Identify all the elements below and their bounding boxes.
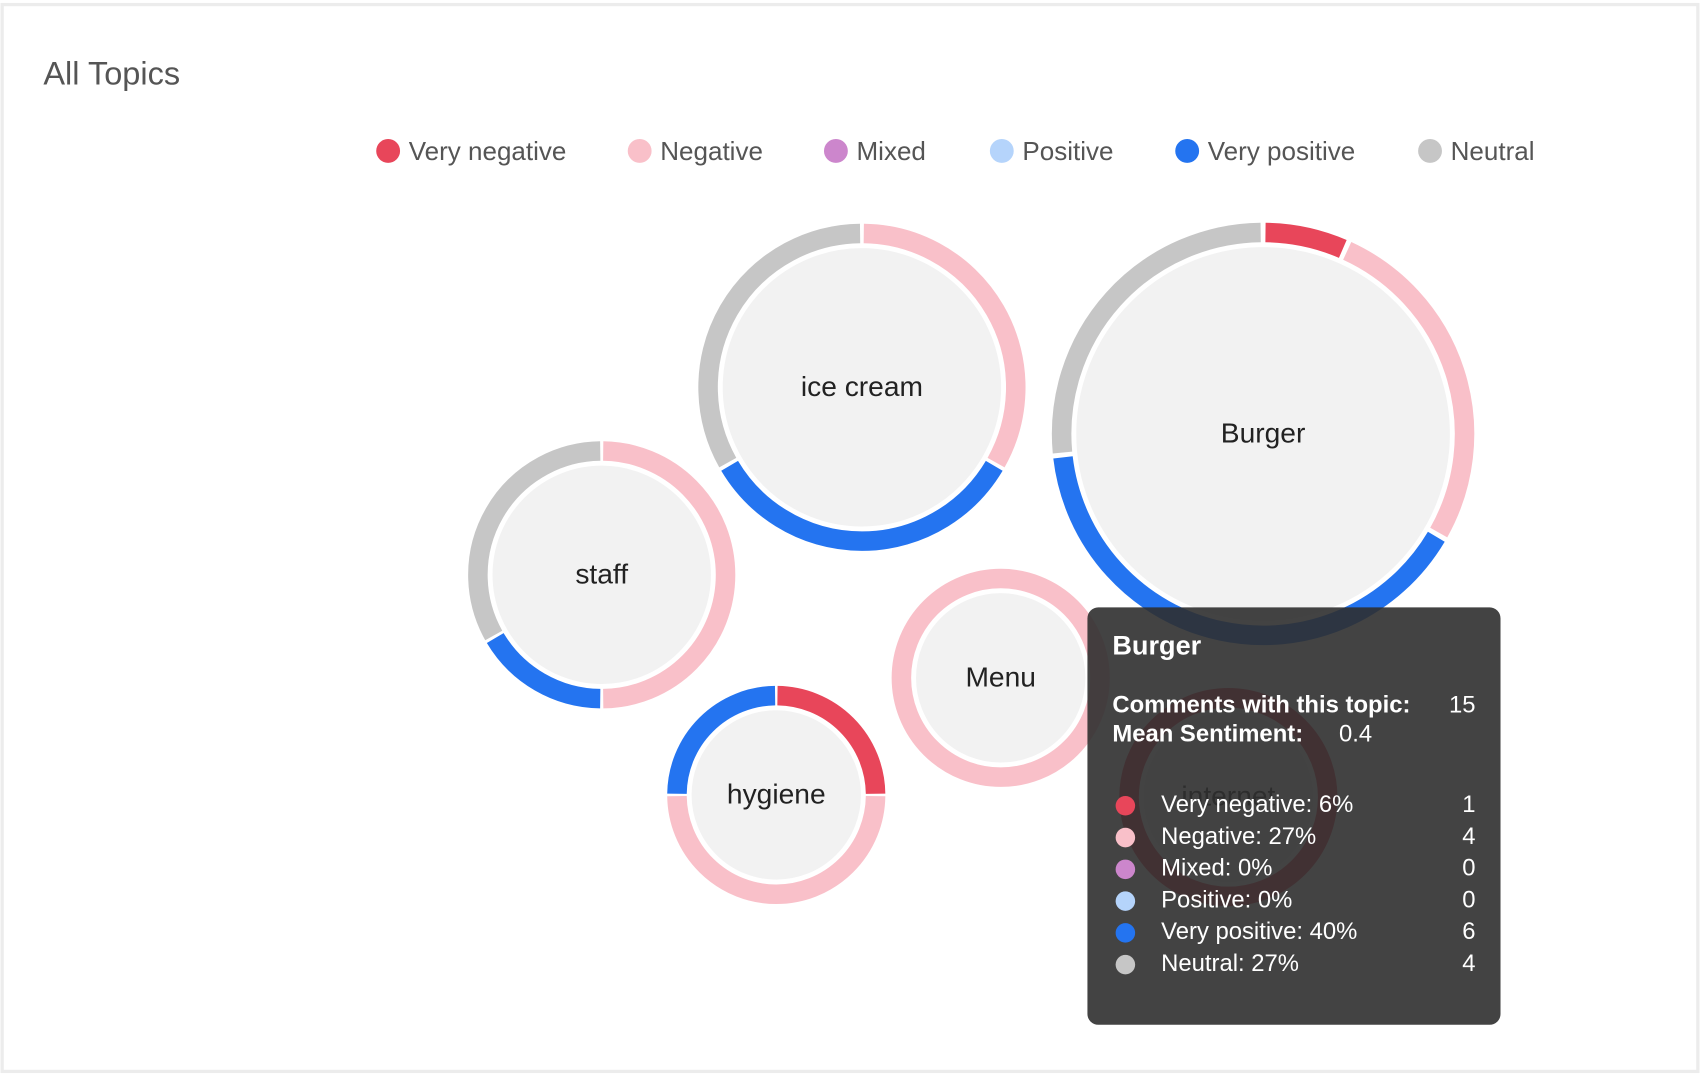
tooltip-row-count: 4 xyxy=(1462,823,1475,850)
sentiment-arc xyxy=(603,441,736,709)
sentiment-arc xyxy=(777,685,886,795)
sentiment-arc xyxy=(698,223,861,468)
sentiment-arc xyxy=(667,795,886,904)
legend-swatch xyxy=(1175,139,1200,163)
sentiment-arc xyxy=(721,460,1003,551)
tooltip-row-count: 0 xyxy=(1462,855,1475,882)
tooltip-swatch xyxy=(1115,923,1136,943)
sentiment-arc xyxy=(667,685,776,795)
tooltip-value: 0.4 xyxy=(1339,721,1372,748)
bubble xyxy=(489,462,715,688)
legend-label: Negative xyxy=(660,136,763,166)
tooltip-swatch xyxy=(1115,891,1136,911)
legend-label: Mixed xyxy=(857,136,926,166)
tooltip-row-count: 4 xyxy=(1462,950,1475,977)
tooltip-value: 15 xyxy=(1449,691,1476,718)
sentiment-arc xyxy=(468,441,601,641)
tooltip-row-label: Neutral: 27% xyxy=(1161,950,1299,977)
bubble xyxy=(719,244,1005,530)
legend-swatch xyxy=(989,139,1014,163)
tooltip-row-label: Very negative: 6% xyxy=(1161,791,1353,818)
tooltip-row-count: 6 xyxy=(1462,918,1475,945)
legend-label: Positive xyxy=(1022,136,1113,166)
tooltip-row-label: Negative: 27% xyxy=(1161,823,1316,850)
legend-swatch xyxy=(627,139,652,163)
legend-label: Very positive xyxy=(1208,136,1356,166)
tooltip-swatch xyxy=(1115,796,1136,816)
tooltip-swatch xyxy=(1115,954,1136,975)
bubble xyxy=(688,707,865,883)
legend-label: Neutral xyxy=(1451,136,1535,166)
tooltip-row-count: 1 xyxy=(1462,791,1475,818)
legend-swatch xyxy=(1418,139,1442,163)
bubble xyxy=(912,589,1089,766)
legend-swatch xyxy=(823,139,848,163)
tooltip-title: Burger xyxy=(1112,630,1201,661)
tooltip-box xyxy=(1087,607,1501,1025)
sentiment-arc xyxy=(1265,222,1347,258)
chart-title: All Topics xyxy=(43,56,180,92)
tooltip-row-label: Very positive: 40% xyxy=(1161,918,1357,945)
tooltip-label: Comments with this topic: xyxy=(1112,691,1410,718)
bubble-label: Burger xyxy=(1221,416,1306,448)
tooltip-row-label: Positive: 0% xyxy=(1161,886,1292,913)
sentiment-arc xyxy=(1343,242,1475,538)
tooltip-swatch xyxy=(1115,859,1136,880)
tooltip-row-count: 0 xyxy=(1462,886,1475,913)
tooltip-swatch xyxy=(1115,827,1136,848)
sentiment-arc xyxy=(863,223,1026,468)
sentiment-arc xyxy=(486,632,601,709)
bubble-label: staff xyxy=(575,557,628,589)
sentiment-arc xyxy=(1051,222,1261,454)
legend-swatch xyxy=(376,139,401,163)
tooltip-row-label: Mixed: 0% xyxy=(1161,855,1272,882)
tooltip: Burger Comments with this topic: 15 Mean Se… xyxy=(1087,607,1501,1025)
tooltip-label: Mean Sentiment: xyxy=(1112,721,1303,748)
legend-label: Very negative xyxy=(409,136,567,166)
bubble-label: Menu xyxy=(965,660,1035,692)
bubble-label: ice cream xyxy=(801,370,923,402)
bubble-label: hygiene xyxy=(727,777,826,809)
